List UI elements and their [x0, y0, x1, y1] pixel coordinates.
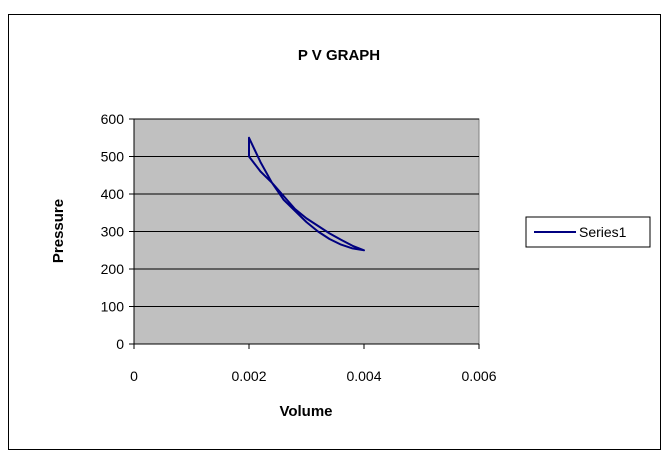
y-tick-labels: 0 100 200 300 400 500 600: [101, 111, 125, 352]
series-lines: [248, 136, 365, 252]
legend: Series1: [525, 216, 651, 248]
x-tick-label: 0: [130, 368, 138, 384]
y-tick-label: 0: [116, 336, 124, 352]
gridlines: [134, 118, 479, 307]
y-tick-label: 600: [101, 111, 125, 127]
axes: [129, 118, 480, 349]
x-axis-label: Volume: [279, 403, 332, 420]
x-tick-label: 0.002: [231, 368, 266, 384]
chart-title: P V GRAPH: [298, 47, 380, 64]
y-tick-label: 100: [101, 299, 125, 315]
legend-label-series1: Series1: [579, 224, 627, 240]
y-tick-label: 500: [101, 149, 125, 165]
x-tick-label: 0.004: [346, 368, 381, 384]
pv-chart: P V GRAPH 0 100 200 300 400 500 600 0 0.002 0.00…: [50, 47, 651, 420]
y-tick-label: 400: [101, 186, 125, 202]
y-tick-label: 300: [101, 224, 125, 240]
y-axis-label: Pressure: [50, 199, 67, 263]
x-tick-label: 0.006: [461, 368, 496, 384]
x-tick-labels: 0 0.002 0.004 0.006: [130, 368, 497, 384]
chart-frame: P V GRAPH 0 100 200 300 400 500 600 0 0.002 0.00…: [8, 14, 661, 450]
series-line-series1: [248, 136, 365, 252]
y-tick-label: 200: [101, 261, 125, 277]
